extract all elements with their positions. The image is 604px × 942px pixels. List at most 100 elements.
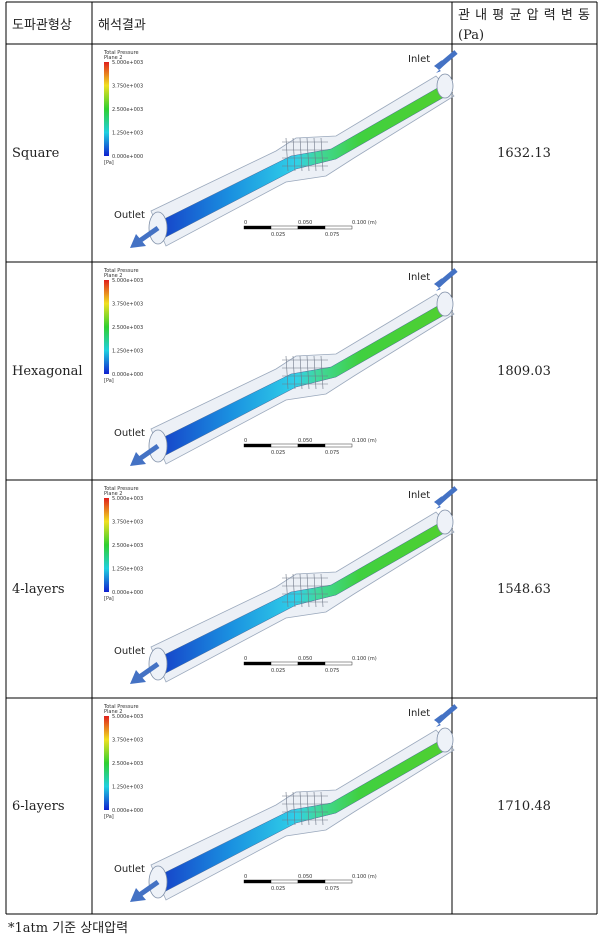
outlet-label: Outlet — [114, 210, 145, 221]
legend-subtitle: Plane 2 — [104, 709, 122, 715]
header-cell: 관내평균압력변동 — [458, 8, 590, 23]
scale-label: 0.050 — [298, 220, 312, 226]
insert-line — [313, 137, 317, 172]
legend-tick: 2.500e+003 — [112, 761, 143, 767]
shape-name: 6-layers — [12, 799, 65, 814]
scale-bar — [297, 661, 326, 666]
legend-tick: 5.000e+003 — [112, 714, 143, 720]
insert-line — [299, 791, 303, 826]
scale-label: 0.075 — [325, 886, 339, 892]
insert-line — [299, 137, 303, 172]
scale-label: 0.100 (m) — [352, 656, 377, 662]
legend-title: Total Pressure — [103, 704, 139, 710]
legend-tick: 3.750e+003 — [112, 84, 143, 90]
colorbar — [104, 498, 109, 592]
insert-structure — [282, 355, 328, 390]
inlet-label: Inlet — [408, 272, 430, 283]
insert-line — [320, 791, 324, 826]
legend-tick: 5.000e+003 — [112, 60, 143, 66]
pressure-value: 1809.03 — [497, 364, 551, 379]
insert-line — [313, 573, 317, 608]
pressure-value: 1548.63 — [497, 582, 551, 597]
scale-bar — [243, 225, 272, 230]
pressure-value: 1710.48 — [497, 799, 551, 814]
footnote: *1atm 기준 상대압력 — [8, 921, 128, 936]
insert-line — [299, 573, 303, 608]
scale-bar — [243, 879, 272, 884]
insert-line — [285, 355, 289, 390]
outlet-arrow — [130, 888, 146, 902]
insert-line — [320, 137, 324, 172]
scale-label: 0 — [244, 656, 247, 662]
scale-label: 0.025 — [271, 450, 285, 456]
legend-unit: [Pa] — [104, 378, 114, 384]
scale-bar — [324, 879, 353, 884]
shape-name: Hexagonal — [12, 364, 83, 379]
insert-line — [292, 355, 296, 390]
outlet-arrow — [136, 661, 160, 681]
inlet-label: Inlet — [408, 490, 430, 501]
shape-name: Square — [12, 146, 60, 161]
insert-line — [285, 573, 289, 608]
scale-bar — [324, 225, 353, 230]
legend-tick: 1.250e+003 — [112, 131, 143, 137]
insert-line — [306, 573, 310, 608]
scale-bar — [270, 661, 299, 666]
scale-label: 0.025 — [271, 232, 285, 238]
pressure-plane — [157, 85, 447, 239]
outlet-arrow — [136, 879, 160, 899]
legend-unit: [Pa] — [104, 160, 114, 166]
scale-label: 0.025 — [271, 668, 285, 674]
scale-label: 0.100 (m) — [352, 874, 377, 880]
legend-title: Total Pressure — [103, 268, 139, 274]
insert-line — [313, 791, 317, 826]
legend-tick: 2.500e+003 — [112, 107, 143, 113]
scale-label: 0.025 — [271, 886, 285, 892]
legend-unit: [Pa] — [104, 814, 114, 820]
insert-line — [292, 573, 296, 608]
legend-subtitle: Plane 2 — [104, 55, 122, 61]
header-cell: (Pa) — [458, 28, 484, 43]
inlet-arrow — [435, 486, 458, 506]
legend-title: Total Pressure — [103, 50, 139, 56]
insert-structure — [282, 573, 328, 608]
legend-title: Total Pressure — [103, 486, 139, 492]
outlet-label: Outlet — [114, 428, 145, 439]
inlet-arrow — [435, 268, 458, 288]
colorbar — [104, 62, 109, 156]
scale-bar — [297, 879, 326, 884]
legend-tick: 1.250e+003 — [112, 785, 143, 791]
colorbar — [104, 716, 109, 810]
scale-bar — [297, 225, 326, 230]
outlet-arrow — [130, 670, 146, 684]
scale-label: 0.050 — [298, 656, 312, 662]
legend-tick: 1.250e+003 — [112, 349, 143, 355]
legend-tick: 1.250e+003 — [112, 567, 143, 573]
legend-tick: 2.500e+003 — [112, 325, 143, 331]
insert-line — [299, 355, 303, 390]
pipe-end — [436, 727, 454, 753]
pressure-value: 1632.13 — [497, 146, 551, 161]
legend-tick: 5.000e+003 — [112, 496, 143, 502]
pressure-plane — [157, 521, 447, 675]
legend-tick: 0.000e+000 — [112, 154, 143, 160]
insert-line — [306, 355, 310, 390]
scale-label: 0.075 — [325, 232, 339, 238]
shape-name: 4-layers — [12, 582, 65, 597]
scale-label: 0.075 — [325, 668, 339, 674]
insert-structure — [282, 791, 328, 826]
scale-bar — [243, 443, 272, 448]
scale-bar — [270, 443, 299, 448]
legend-tick: 3.750e+003 — [112, 302, 143, 308]
legend-tick: 0.000e+000 — [112, 372, 143, 378]
pipe-end — [436, 73, 454, 99]
insert-line — [285, 137, 289, 172]
legend-tick: 3.750e+003 — [112, 738, 143, 744]
scale-label: 0 — [244, 220, 247, 226]
